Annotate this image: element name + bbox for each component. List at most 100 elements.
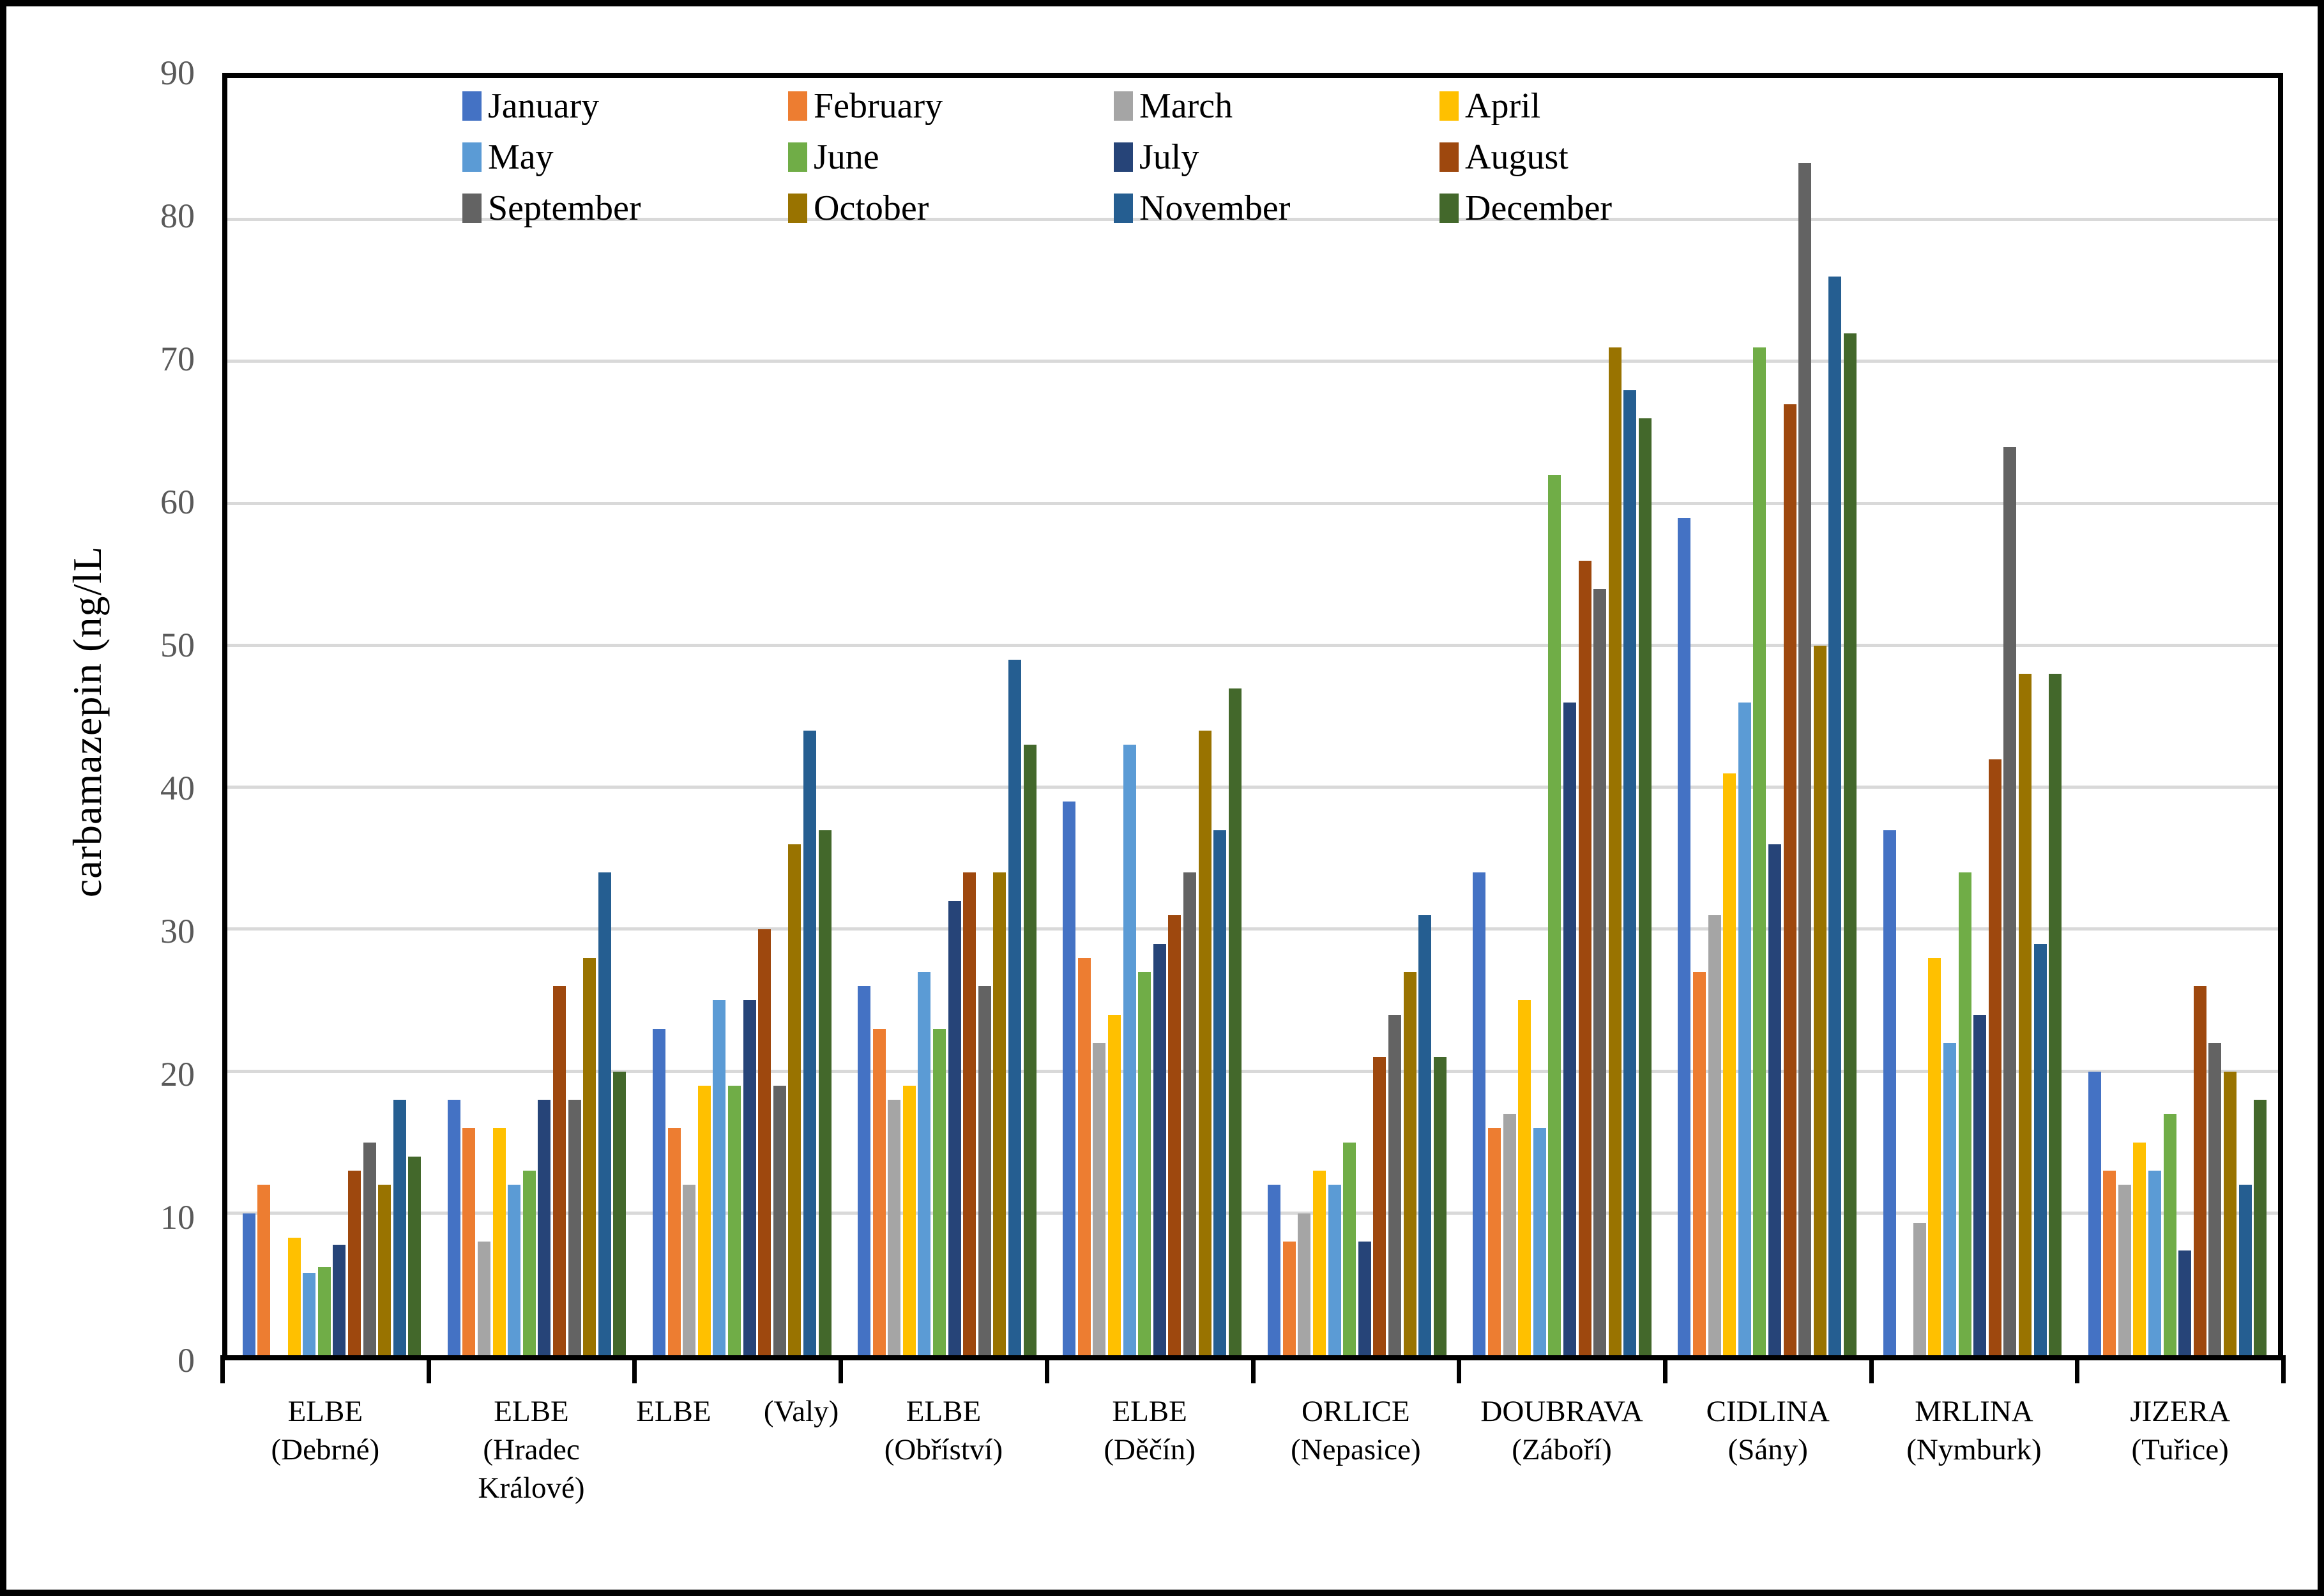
legend-swatch-july xyxy=(1114,142,1133,172)
bar-september-elbe-valy xyxy=(773,1085,786,1355)
legend-item-april: April xyxy=(1439,86,1540,126)
gridline-50 xyxy=(227,643,2278,647)
legend-swatch-september xyxy=(462,194,482,223)
legend-swatch-may xyxy=(462,142,482,172)
legend-item-february: February xyxy=(788,86,943,126)
category-label-line: (Obříství) xyxy=(884,1433,1003,1466)
bar-november-mrlina-nymburk xyxy=(2033,943,2047,1355)
legend-swatch-january xyxy=(462,91,482,121)
bar-august-cidlina-s-ny xyxy=(1783,404,1796,1355)
bar-february-jizera-tu-ice xyxy=(2103,1171,2116,1355)
bar-april-cidlina-s-ny xyxy=(1723,773,1736,1355)
bar-september-elbe-hradec-kr-lov xyxy=(568,1100,581,1355)
bar-april-elbe-d-n xyxy=(1107,1014,1121,1355)
bar-july-elbe-hradec-kr-lov xyxy=(538,1100,551,1355)
bar-february-elbe-valy xyxy=(667,1128,681,1355)
category-label-elbe-valy: ELBE (Valy) xyxy=(634,1392,840,1431)
category-label-elbe-hradec-kr-lov: ELBE (Hradec Králové) xyxy=(429,1392,635,1507)
bar-june-orlice-nepasice xyxy=(1343,1142,1356,1355)
bar-august-mrlina-nymburk xyxy=(1988,759,2001,1355)
y-axis-title: carbamazepin (ng/lL xyxy=(65,545,110,898)
bar-december-elbe-valy xyxy=(818,830,832,1355)
bar-june-doubrava-z-bo xyxy=(1548,475,1561,1355)
bar-march-elbe-hradec-kr-lov xyxy=(478,1242,491,1355)
category-label-doubrava-z-bo: DOUBRAVA (Záboří) xyxy=(1459,1392,1665,1469)
legend-item-december: December xyxy=(1439,188,1612,229)
gridline-30 xyxy=(227,927,2278,931)
category-label-line: ORLICE xyxy=(1301,1395,1410,1428)
bar-september-elbe-debrn xyxy=(363,1142,376,1355)
bar-may-cidlina-s-ny xyxy=(1738,702,1751,1355)
bar-may-elbe-debrn xyxy=(303,1273,316,1355)
legend-item-march: March xyxy=(1114,86,1233,126)
y-tick-label-20: 20 xyxy=(160,1055,195,1093)
bar-october-elbe-valy xyxy=(788,844,801,1355)
bar-may-orlice-nepasice xyxy=(1328,1185,1341,1355)
y-tick-label-10: 10 xyxy=(160,1198,195,1236)
bar-august-doubrava-z-bo xyxy=(1578,560,1591,1355)
category-label-line: ELBE xyxy=(287,1395,363,1428)
legend-item-august: August xyxy=(1439,137,1568,178)
bar-july-elbe-debrn xyxy=(333,1244,346,1355)
bar-october-elbe-ob-stv xyxy=(993,872,1006,1355)
legend-swatch-august xyxy=(1439,142,1459,172)
legend-swatch-june xyxy=(788,142,807,172)
bar-may-elbe-d-n xyxy=(1123,745,1136,1355)
bar-april-elbe-valy xyxy=(697,1085,711,1355)
bar-july-orlice-nepasice xyxy=(1358,1242,1371,1355)
legend-label-september: September xyxy=(488,188,641,228)
x-axis-tick-1 xyxy=(426,1355,431,1383)
bar-february-elbe-debrn xyxy=(257,1185,271,1355)
bar-january-cidlina-s-ny xyxy=(1678,517,1691,1355)
category-label-line: (Debrné) xyxy=(271,1433,380,1466)
bar-june-elbe-ob-stv xyxy=(933,1028,946,1355)
gridline-10 xyxy=(227,1211,2278,1215)
legend-swatch-november xyxy=(1114,194,1133,223)
bar-march-orlice-nepasice xyxy=(1298,1213,1311,1355)
category-label-jizera-tu-ice: JIZERA (Tuřice) xyxy=(2077,1392,2283,1469)
bar-july-cidlina-s-ny xyxy=(1768,844,1782,1355)
bar-august-elbe-ob-stv xyxy=(963,872,976,1355)
category-label-elbe-d-n: ELBE (Děčín) xyxy=(1047,1392,1253,1469)
bar-november-orlice-nepasice xyxy=(1418,915,1432,1355)
bar-august-elbe-valy xyxy=(758,929,771,1355)
bar-june-elbe-debrn xyxy=(317,1267,331,1355)
category-label-line: CIDLINA xyxy=(1706,1395,1830,1428)
legend-swatch-march xyxy=(1114,91,1133,121)
bar-april-mrlina-nymburk xyxy=(1928,957,1941,1355)
bar-november-elbe-hradec-kr-lov xyxy=(598,872,611,1355)
bar-february-elbe-d-n xyxy=(1077,957,1091,1355)
legend-item-july: July xyxy=(1114,137,1199,178)
bar-april-orlice-nepasice xyxy=(1313,1171,1326,1355)
y-tick-label-80: 80 xyxy=(160,197,195,235)
y-tick-label-90: 90 xyxy=(160,54,195,92)
bar-november-cidlina-s-ny xyxy=(1828,277,1842,1355)
category-label-elbe-ob-stv: ELBE (Obříství) xyxy=(840,1392,1047,1469)
bar-july-doubrava-z-bo xyxy=(1563,702,1576,1355)
bar-july-mrlina-nymburk xyxy=(1973,1014,1987,1355)
x-axis-tick-9 xyxy=(2075,1355,2080,1383)
bar-june-mrlina-nymburk xyxy=(1958,872,1971,1355)
bar-february-doubrava-z-bo xyxy=(1487,1128,1501,1355)
bar-april-elbe-debrn xyxy=(287,1237,301,1355)
bar-july-elbe-d-n xyxy=(1153,943,1166,1355)
x-axis-tick-3 xyxy=(839,1355,844,1383)
bar-september-elbe-d-n xyxy=(1183,872,1196,1355)
bar-august-elbe-hradec-kr-lov xyxy=(553,986,566,1355)
category-label-orlice-nepasice: ORLICE (Nepasice) xyxy=(1253,1392,1459,1469)
gridline-70 xyxy=(227,360,2278,363)
bar-march-cidlina-s-ny xyxy=(1708,915,1721,1355)
x-axis-tick-7 xyxy=(1662,1355,1667,1383)
bar-august-jizera-tu-ice xyxy=(2193,986,2206,1355)
category-label-line: (Záboří) xyxy=(1512,1433,1612,1466)
bar-november-elbe-d-n xyxy=(1213,830,1227,1355)
category-label-elbe-debrn: ELBE (Debrné) xyxy=(222,1392,429,1469)
y-tick-label-0: 0 xyxy=(178,1341,195,1379)
bar-september-orlice-nepasice xyxy=(1388,1014,1402,1355)
legend-item-september: September xyxy=(462,188,641,229)
bar-august-elbe-debrn xyxy=(347,1171,361,1355)
legend-label-january: January xyxy=(488,86,600,126)
legend-label-april: April xyxy=(1465,86,1541,126)
category-label-line: ELBE xyxy=(494,1395,569,1428)
